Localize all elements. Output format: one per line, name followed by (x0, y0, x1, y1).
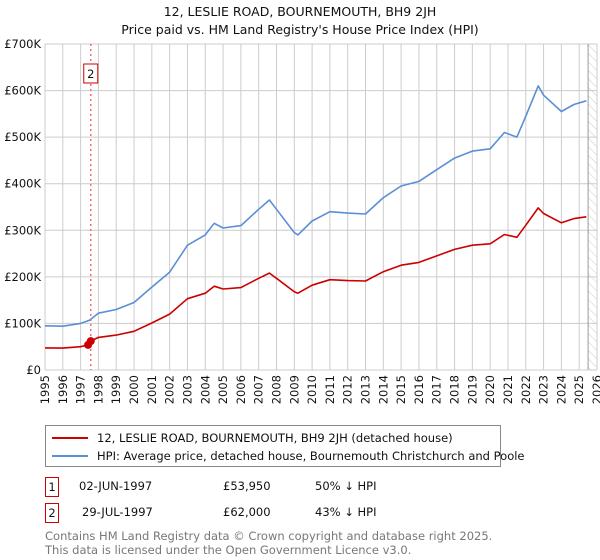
y-tick-label: £700K (4, 37, 41, 51)
legend-item-hpi: HPI: Average price, detached house, Bour… (52, 449, 525, 463)
x-tick-label: 2009 (287, 375, 301, 404)
property-price-line (44, 207, 587, 349)
x-tick-label: 2000 (127, 375, 141, 404)
y-tick-label: £0 (26, 363, 41, 377)
sale-date: 02-JUN-1997 (79, 479, 153, 493)
x-tick-label: 2002 (163, 375, 177, 404)
y-tick-label: £400K (4, 177, 41, 191)
x-tick-label: 2016 (412, 375, 426, 404)
x-tick-label: 2010 (305, 375, 319, 404)
legend-swatch-red (52, 437, 88, 439)
sale-hpi-diff: 50% ↓ HPI (315, 479, 377, 493)
x-tick-label: 1998 (91, 375, 105, 404)
x-tick-label: 2019 (465, 375, 479, 404)
x-tick-label: 2012 (341, 375, 355, 404)
footer-line-2: This data is licensed under the Open Gov… (45, 543, 412, 557)
footer: Contains HM Land Registry data © Crown c… (45, 529, 492, 557)
sale-date: 29-JUL-1997 (82, 505, 153, 519)
x-tick-label: 2026 (590, 375, 600, 404)
x-tick-label: 2021 (501, 375, 515, 404)
x-tick-label: 2003 (180, 375, 194, 404)
x-tick-label: 2020 (483, 375, 497, 404)
sale-row: 1 02-JUN-1997 £53,950 50% ↓ HPI (45, 477, 445, 497)
sale-row: 2 29-JUL-1997 £62,000 43% ↓ HPI (45, 503, 445, 523)
chart-title: 12, LESLIE ROAD, BOURNEMOUTH, BH9 2JH (164, 4, 437, 19)
legend-swatch-blue (52, 455, 88, 457)
legend: 12, LESLIE ROAD, BOURNEMOUTH, BH9 2JH (d… (45, 425, 525, 467)
chart-subtitle: Price paid vs. HM Land Registry's House … (121, 22, 478, 37)
x-tick-label: 1997 (74, 375, 88, 404)
sale-price: £53,950 (223, 479, 271, 493)
x-tick-label: 2011 (323, 375, 337, 404)
hpi-line (44, 85, 587, 328)
sale-marker-label: 1 (45, 477, 59, 497)
sale-marker-label: 2 (45, 503, 59, 523)
sale-hpi-diff: 43% ↓ HPI (315, 505, 377, 519)
x-tick-label: 2005 (216, 375, 230, 404)
sale-marker-label: 2 (87, 67, 94, 81)
y-tick-label: £600K (4, 84, 41, 98)
y-tick-label: £300K (4, 223, 41, 237)
x-tick-label: 2013 (359, 375, 373, 404)
x-tick-label: 1999 (109, 375, 123, 404)
x-tick-label: 2024 (554, 375, 568, 404)
x-tick-label: 2018 (448, 375, 462, 404)
price-chart: 12, LESLIE ROAD, BOURNEMOUTH, BH9 2JH Pr… (4, 4, 600, 404)
legend-label-hpi: HPI: Average price, detached house, Bour… (97, 449, 525, 463)
x-tick-label: 2004 (198, 375, 212, 404)
legend-label-property: 12, LESLIE ROAD, BOURNEMOUTH, BH9 2JH (d… (97, 431, 453, 445)
y-tick-label: £100K (4, 316, 41, 330)
sale-price: £62,000 (223, 505, 271, 519)
sale-marker-box (83, 63, 99, 84)
footer-line-1: Contains HM Land Registry data © Crown c… (45, 529, 493, 543)
legend-item-property: 12, LESLIE ROAD, BOURNEMOUTH, BH9 2JH (d… (52, 431, 453, 445)
x-tick-label: 2014 (376, 375, 390, 404)
x-tick-label: 2015 (394, 375, 408, 404)
x-tick-label: 2007 (252, 375, 266, 404)
x-tick-label: 1995 (38, 375, 52, 404)
x-tick-label: 1996 (56, 375, 70, 404)
y-tick-label: £200K (4, 270, 41, 284)
x-tick-label: 2023 (537, 375, 551, 404)
x-tick-label: 2025 (572, 375, 586, 404)
y-tick-label: £500K (4, 130, 41, 144)
x-tick-label: 2022 (519, 375, 533, 404)
x-tick-label: 2006 (234, 375, 248, 404)
x-tick-label: 2008 (269, 375, 283, 404)
sale-point (86, 337, 95, 346)
forecast-hatch (588, 44, 597, 370)
x-tick-label: 2001 (145, 375, 159, 404)
x-tick-label: 2017 (430, 375, 444, 404)
